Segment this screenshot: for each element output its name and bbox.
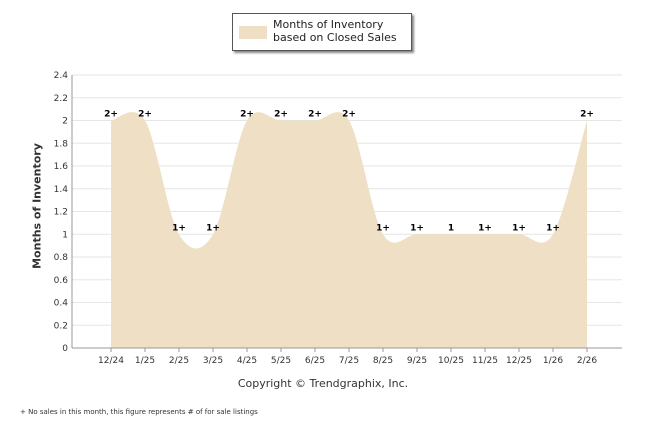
y-tick-label: 2.2 — [54, 94, 68, 104]
axes — [71, 75, 622, 352]
y-tick-label: 0 — [62, 344, 68, 354]
x-tick-label: 12/24 — [98, 356, 124, 366]
x-tick-labels: 12/24 1/25 2/25 3/25 4/25 5/25 6/25 7/25 8/25 9/2… — [98, 356, 597, 366]
x-tick-label: 7/25 — [339, 356, 359, 366]
data-label: 1 — [448, 223, 454, 233]
y-tick-label: 1 — [62, 230, 68, 240]
series-area-layer — [111, 112, 587, 348]
data-label: 1+ — [410, 223, 424, 233]
x-tick-label: 11/25 — [472, 356, 498, 366]
y-tick-label: 1.4 — [54, 185, 69, 195]
y-tick-label: 0.4 — [54, 299, 69, 309]
x-tick-label: 10/25 — [438, 356, 464, 366]
data-label: 1+ — [512, 223, 526, 233]
x-tick-label: 8/25 — [373, 356, 393, 366]
x-tick-label: 1/25 — [135, 356, 155, 366]
data-label: 1+ — [376, 223, 390, 233]
y-tick-label: 0.6 — [54, 276, 69, 286]
legend-label: Months of Inventory based on Closed Sale… — [273, 18, 397, 44]
y-tick-label: 1.8 — [54, 139, 69, 149]
x-tick-label: 9/25 — [407, 356, 427, 366]
y-tick-label: 2.4 — [54, 71, 69, 81]
data-label: 1+ — [206, 223, 220, 233]
data-label: 2+ — [308, 110, 322, 120]
x-tick-label: 2/26 — [577, 356, 597, 366]
legend: Months of Inventory based on Closed Sale… — [232, 13, 412, 51]
data-labels: 2+ 2+ 1+ 1+ 2+ 2+ 2+ 2+ 1+ 1+ 1 1+ 1+ 1+ 2+ — [104, 110, 594, 234]
data-label: 2+ — [580, 110, 594, 120]
series-area — [111, 112, 587, 348]
legend-swatch — [239, 26, 267, 39]
data-label: 2+ — [104, 110, 118, 120]
x-tick-label: 2/25 — [169, 356, 189, 366]
y-tick-label: 1.2 — [54, 208, 68, 218]
y-tick-label: 2 — [62, 117, 68, 127]
y-tick-label: 0.2 — [54, 321, 68, 331]
y-tick-labels: 0 0.2 0.4 0.6 0.8 1 1.2 1.4 1.6 1.8 2 2.2 2.4 — [54, 71, 69, 354]
data-label: 1+ — [478, 223, 492, 233]
x-tick-label: 3/25 — [203, 356, 223, 366]
copyright-text: Copyright © Trendgraphix, Inc. — [237, 377, 409, 390]
data-label: 1+ — [172, 223, 186, 233]
data-label: 2+ — [138, 110, 152, 120]
y-tick-label: 0.8 — [54, 253, 69, 263]
x-tick-label: 1/26 — [543, 356, 563, 366]
footnote-text: + No sales in this month, this figure re… — [20, 408, 258, 416]
x-tick-label: 12/25 — [506, 356, 532, 366]
x-tick-label: 4/25 — [237, 356, 257, 366]
data-label: 1+ — [546, 223, 560, 233]
data-label: 2+ — [240, 110, 254, 120]
data-label: 2+ — [342, 110, 356, 120]
x-tick-label: 5/25 — [271, 356, 291, 366]
data-label: 2+ — [274, 110, 288, 120]
y-tick-label: 1.6 — [54, 162, 69, 172]
y-axis-title: Months of Inventory — [30, 143, 44, 269]
x-tick-label: 6/25 — [305, 356, 325, 366]
